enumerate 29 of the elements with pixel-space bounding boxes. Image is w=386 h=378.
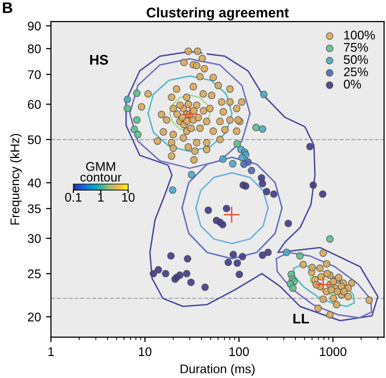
legend-label: 75%: [344, 42, 368, 52]
annotation: 10: [122, 192, 135, 202]
legend-label: 50%: [344, 55, 368, 64]
legend-label: 25%: [344, 67, 368, 76]
y-tick-label: 40: [28, 178, 41, 188]
annotation: HS: [90, 54, 108, 65]
y-tick-label: 35: [28, 204, 41, 214]
y-axis-title: Frequency (kHz): [10, 134, 22, 225]
x-tick-label: 10: [138, 347, 152, 356]
x-tick-label: 100: [229, 347, 249, 356]
y-tick-label: 80: [28, 44, 41, 54]
x-tick-label: 1000: [320, 347, 346, 356]
x-tick-label: 1: [48, 347, 54, 356]
text: B: [2, 2, 12, 13]
y-tick-label: 90: [28, 22, 41, 30]
y-tick-label: 25: [28, 269, 41, 278]
annotation: 0.1: [65, 192, 82, 202]
y-tick-label: 70: [28, 70, 41, 80]
y-tick-label: 30: [28, 234, 41, 243]
y-tick-label: 20: [28, 312, 41, 322]
annotation: LL: [293, 314, 310, 324]
legend-label: 100%: [344, 30, 375, 40]
annotation: 1: [98, 193, 104, 202]
color-bar-title: GMM contour: [80, 162, 122, 182]
legend-label: 0%: [344, 80, 361, 89]
y-tick-label: 50: [28, 135, 41, 144]
x-axis-title: Duration (ms): [180, 364, 255, 376]
y-tick-label: 60: [28, 100, 41, 109]
chart-title: Clustering agreement: [146, 7, 289, 20]
